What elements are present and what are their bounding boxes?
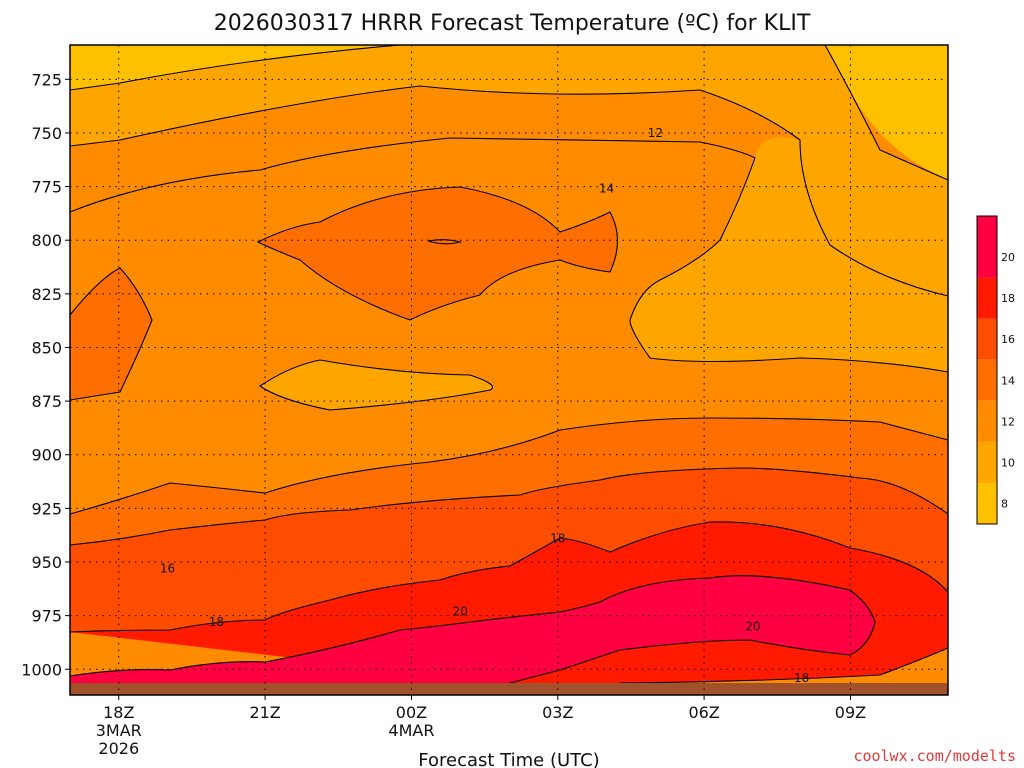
contour-line [69,467,949,546]
x-tick-label: 09Z [835,703,866,722]
y-tick-label: 875 [31,392,62,411]
x-tick-label: 03Z [542,703,573,722]
contour-line [69,44,401,91]
x-tick-date-label: 3MAR [96,721,142,740]
y-tick-label: 800 [31,231,62,250]
y-tick-label: 900 [31,446,62,465]
contour-line [69,417,949,515]
contour-label: 18 [550,531,565,545]
band-16-18 [70,468,948,632]
contour-label: 18 [794,671,809,685]
contour-labels: 12 14 16 18 18 20 20 18 [160,126,809,685]
band-12-14-core [258,187,618,320]
band-14-16 [70,418,948,545]
y-tick-label: 725 [31,70,62,89]
contour-line [69,575,876,684]
colorbar-swatch [977,441,997,483]
colorbar-frame [976,215,998,525]
plot-frame [69,44,949,696]
credit-text[interactable]: coolwx.com/modelts [853,747,1016,765]
contour-label: 20 [745,619,760,633]
colorbar-swatch [977,216,997,278]
contour-line [69,267,153,401]
contour-line [69,521,949,633]
colorbar-swatch [977,277,997,319]
contour-line [69,85,949,297]
colorbar-swatch [977,400,997,442]
x-tick-label: 06Z [688,703,719,722]
y-tick-label: 975 [31,607,62,626]
y-tick-label: 750 [31,124,62,143]
contour-line [824,44,949,181]
x-tick-year-label: 2026 [98,739,139,758]
contour-label: 16 [160,561,175,575]
x-tick-label: 21Z [249,703,280,722]
contour-line [619,647,949,684]
x-axis-label: Forecast Time (UTC) [418,750,599,768]
colorbar-swatch [977,359,997,401]
contour-line [69,137,949,373]
colorbar-tick-label: 20 [1001,251,1015,264]
colorbar-swatch [977,482,997,524]
band-le8-top-left [70,45,400,90]
x-tick-label: 00Z [396,703,427,722]
band-18-20 [70,521,948,683]
contour-line [256,186,618,321]
band-10-12-island [260,360,493,410]
grid [70,45,948,695]
contour-label: 12 [648,126,663,140]
contour-line [427,239,463,245]
colorbar-tick-label: 16 [1001,333,1015,346]
y-tick-label: 1000 [21,660,62,679]
contour-label: 14 [599,182,614,196]
y-tick-label: 825 [31,285,62,304]
x-tick-label: 18Z [103,703,134,722]
y-tick-label: 850 [31,338,62,357]
colorbar-swatch [977,318,997,360]
colorbar-tick-label: 14 [1001,374,1015,387]
contour-label: 20 [453,604,468,618]
colorbar-tick-label: 8 [1001,497,1008,510]
ground-surface [70,683,948,695]
y-axis: 725 750 775 800 825 850 875 900 925 950 975 1000 [21,70,70,679]
colorbar-tick-label: 12 [1001,415,1015,428]
y-tick-label: 775 [31,178,62,197]
x-tick-date-label: 4MAR [388,721,434,740]
band-8-10-right-lobe [630,137,948,372]
contour-line [259,359,494,411]
y-tick-label: 925 [31,499,62,518]
contour-lines [69,44,949,684]
colorbar-tick-label: 18 [1001,292,1015,305]
band-le8-top-right [825,45,948,180]
band-gt20 [70,575,875,683]
colorbar: 8 10 12 14 16 18 20 [976,215,1015,525]
chart-title: 2026030317 HRRR Forecast Temperature (ºC… [214,11,811,36]
contour-label: 18 [209,615,224,629]
plot-area: 12 14 16 18 18 20 20 18 [69,44,949,696]
colorbar-tick-label: 10 [1001,456,1015,469]
y-tick-label: 950 [31,553,62,572]
